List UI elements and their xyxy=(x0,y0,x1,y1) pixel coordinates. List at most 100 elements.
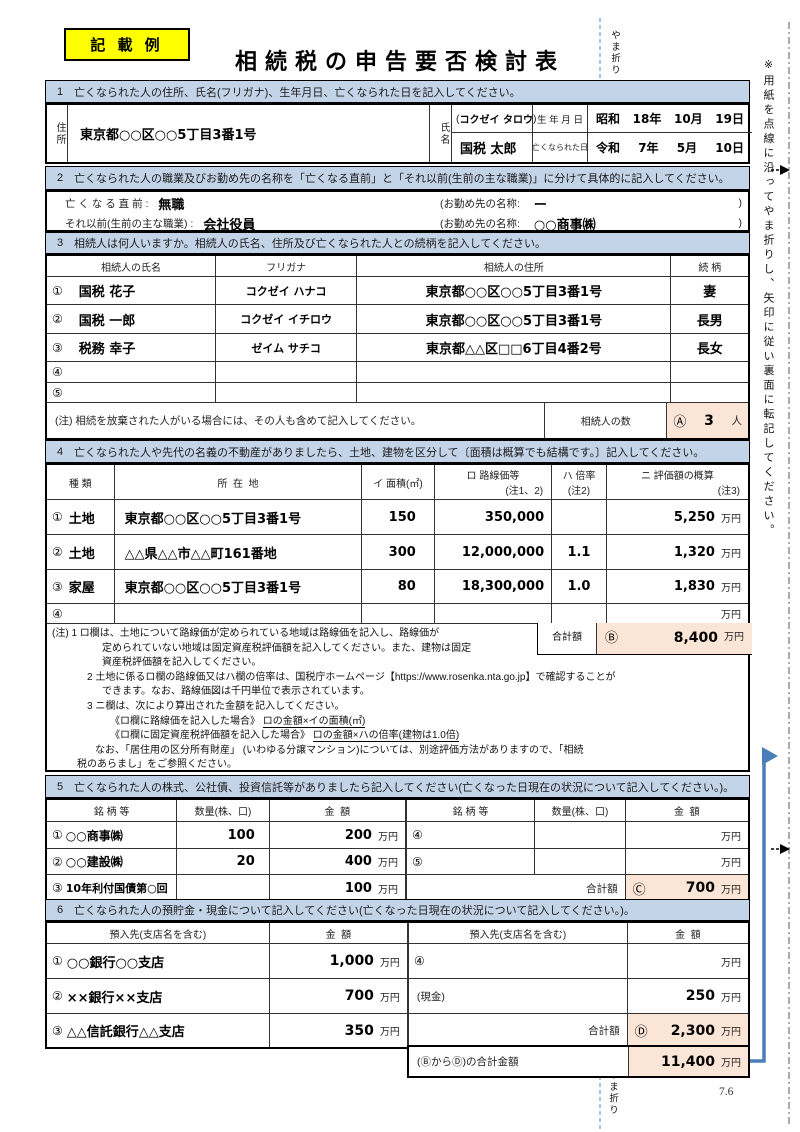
row-number: ① xyxy=(52,510,63,524)
estate-road-price: 350,000 xyxy=(484,509,545,525)
office-close-2: ) xyxy=(738,217,743,229)
estate-eval: 5,250 xyxy=(673,509,715,525)
name-value-cell: 国税 太郎 xyxy=(451,133,532,162)
row-number: ④ xyxy=(52,606,63,621)
row-number: ② xyxy=(52,854,63,869)
heir-address: 東京都○○区○○5丁目3番1号 xyxy=(425,313,603,329)
section5-header-text: 亡くなられた人の株式、公社債、投資信託等がありましたら記入してください(亡くなっ… xyxy=(74,781,735,794)
col-brand-right: 銘 柄 等 xyxy=(404,800,534,821)
col-amount-left: 金 額 xyxy=(268,923,407,943)
estate-rate: 1.1 xyxy=(567,544,591,560)
amount-unit: 万円 xyxy=(721,858,741,869)
estate-eval-unit: 万円 xyxy=(720,610,741,621)
section1-header: 1 亡くなられた人の住所、氏名(フリガナ)、生年月日、亡くなられた日を記入してく… xyxy=(45,80,750,103)
total-B-cell: Ⓑ 8,400 万円 xyxy=(596,623,752,654)
estate-type: 土地 xyxy=(68,546,95,562)
heir-count-value: 3 xyxy=(704,412,714,429)
note-line: 定められていない地域は固定資産税評価額を記入してください。また、建物は固定 xyxy=(102,642,472,654)
note-line: (注) 1 ロ欄は、土地について路線価が定められている地域は路線価を記入し、路線… xyxy=(52,628,440,639)
office-name-row1: (お勤め先の名称: ー ) xyxy=(440,193,742,213)
heir-kana: コクゼイ イチロウ xyxy=(240,313,333,326)
deposit-amount: 1,000 xyxy=(329,953,374,969)
transfer-arrow-2 xyxy=(780,844,790,854)
heir-name: 国税 一郎 xyxy=(78,313,136,329)
birth-label-cell: 生 年 月 日 xyxy=(532,105,587,133)
section4-header: 4 亡くなられた人や先代の名義の不動産がありましたら、土地、建物を区分して〔面積… xyxy=(45,440,750,463)
fold-label-bottom: やま折り xyxy=(607,1070,618,1116)
row-number: ③ xyxy=(52,1023,63,1038)
mark-C: Ⓒ xyxy=(632,881,646,897)
address-label: 住所 xyxy=(54,121,65,146)
row-number: ④ xyxy=(413,954,425,968)
address-value-cell: 東京都○○区○○5丁目3番1号 xyxy=(67,105,429,162)
occupation-main-value: 会社役員 xyxy=(203,217,256,233)
birth-era: 昭和 xyxy=(596,112,621,126)
bank-name: ××銀行××支店 xyxy=(66,990,163,1006)
heir-relation: 長女 xyxy=(696,342,723,357)
heir-relation: 長男 xyxy=(696,313,723,329)
example-badge: 記 載 例 xyxy=(64,28,190,61)
col-heir-relation: 続 柄 xyxy=(670,256,748,276)
heir-row: ③ 税務 幸子 ゼイム サチコ 東京都△△区□□6丁目4番2号 長女 xyxy=(47,333,748,361)
deposits-total-label: 合計額 xyxy=(588,1025,620,1037)
estate-eval: 1,320 xyxy=(673,544,715,560)
heirs-table: 相続人の氏名 フリガナ 相続人の住所 続 柄 ① 国税 花子 コクゼイ ハナコ 東… xyxy=(45,254,750,440)
total-C-value: 700 xyxy=(685,880,716,896)
address-value: 東京都○○区○○5丁目3番1号 xyxy=(80,128,257,143)
death-label: 亡くなられた日 xyxy=(532,143,588,152)
amount: 200 xyxy=(344,827,372,843)
section5-number: 5 xyxy=(56,780,64,793)
col-eval-line1: ニ 評価額の概算 xyxy=(641,471,714,482)
name-label: 氏名 xyxy=(438,121,449,146)
bank-name: ○○銀行○○支店 xyxy=(66,955,165,971)
death-day: 10日 xyxy=(715,141,744,155)
section4-number: 4 xyxy=(56,445,64,458)
total-transfer-bracket xyxy=(750,756,766,1063)
note-line: 《ロ欄に路線価を記入した場合》 ロの金額×イの面積(㎡) xyxy=(110,715,366,728)
row-number: ① xyxy=(52,283,63,298)
row-number: ③ xyxy=(52,579,63,594)
death-label-cell: 亡くなられた日 xyxy=(532,133,588,162)
death-date-cell: 令和 7年 5月 10日 xyxy=(587,133,752,162)
grand-total-unit: 万円 xyxy=(721,1058,741,1069)
col-road-price: ロ 路線価等 (注1、2) xyxy=(433,465,551,499)
estate-location: 東京都○○区○○5丁目3番1号 xyxy=(124,511,302,527)
deposit-unit: 万円 xyxy=(379,1027,400,1038)
row-number: ⑤ xyxy=(411,854,423,869)
col-location: 所 在 地 xyxy=(113,465,362,499)
col-eval-line2: (注3) xyxy=(717,486,740,497)
cash-unit: 万円 xyxy=(721,992,741,1004)
name-value: 国税 太郎 xyxy=(460,142,517,157)
heir-count-label: 相続人の数 xyxy=(544,403,666,438)
amount-unit: 万円 xyxy=(721,831,741,843)
real-estate-row: ② 土地 △△県△△市△△町161番地 300 12,000,000 1.1 1,… xyxy=(47,534,748,569)
section4-header-text: 亡くなられた人や先代の名義の不動産がありましたら、土地、建物を区分して〔面積は概… xyxy=(74,446,705,459)
note-line: 《ロ欄に固定資産税評価額を記入した場合》 ロの金額×ハの倍率(建物は1.0倍) xyxy=(110,730,460,743)
section3-number: 3 xyxy=(56,237,64,249)
note-line: できます。なお、路線価図は千円単位で表示されています。 xyxy=(102,686,370,698)
mark-A: Ⓐ xyxy=(673,414,687,429)
note-line: なお、「居住用の区分所有財産」 (いわゆる分譲マンション)については、別途評価方… xyxy=(95,744,584,756)
grand-total-row: (ⒷからⒹ)の合計金額 11,400 万円 xyxy=(407,1045,750,1078)
col-area: イ 面積(㎡) xyxy=(361,465,434,499)
deposit-unit: 万円 xyxy=(379,992,400,1004)
name-label-cell: 氏名 xyxy=(429,105,451,162)
deposit-total-row: ③ △△信託銀行△△支店 350 万円 合計額 Ⓓ 2,300 万円 xyxy=(47,1013,748,1047)
grand-total-label: (ⒷからⒹ)の合計金額 xyxy=(417,1056,519,1068)
securities-row: ① ○○商事㈱ 100 200 万円 ④ 万円 xyxy=(47,821,748,848)
section2-header: 2 亡くなられた人の職業及びお勤め先の名称を「亡くなる直前」と「それ以前(生前の… xyxy=(45,166,750,190)
total-B-value: 8,400 xyxy=(673,630,718,647)
section6-number: 6 xyxy=(56,904,64,916)
estate-eval-unit: 万円 xyxy=(720,513,741,525)
heir-note: (注) 相続を放棄された人がいる場合には、その人も含めて記入してください。 xyxy=(55,415,422,427)
note-line: 2 土地に係るロ欄の路線価又はハ欄の倍率は、国税庁ホームページ【https://… xyxy=(87,671,616,683)
section3-header: 3 相続人は何人いますか。相続人の氏名、住所及び亡くなられた人との続柄を記入して… xyxy=(45,232,750,254)
amount-unit: 万円 xyxy=(377,831,398,843)
col-qty-right: 数量(株、口) xyxy=(534,800,624,821)
securities-total-label: 合計額 xyxy=(586,882,618,895)
securities-table: 銘 柄 等 数量(株、口) 金 額 銘 柄 等 数量(株、口) 金 額 ① ○○商… xyxy=(45,798,750,903)
heir-count-cell: Ⓐ 3 人 xyxy=(666,403,748,438)
row-number: ② xyxy=(52,989,63,1003)
heir-name: 税務 幸子 xyxy=(78,342,136,357)
section2-header-text: 亡くなられた人の職業及びお勤め先の名称を「亡くなる直前」と「それ以前(生前の主な… xyxy=(74,173,730,185)
